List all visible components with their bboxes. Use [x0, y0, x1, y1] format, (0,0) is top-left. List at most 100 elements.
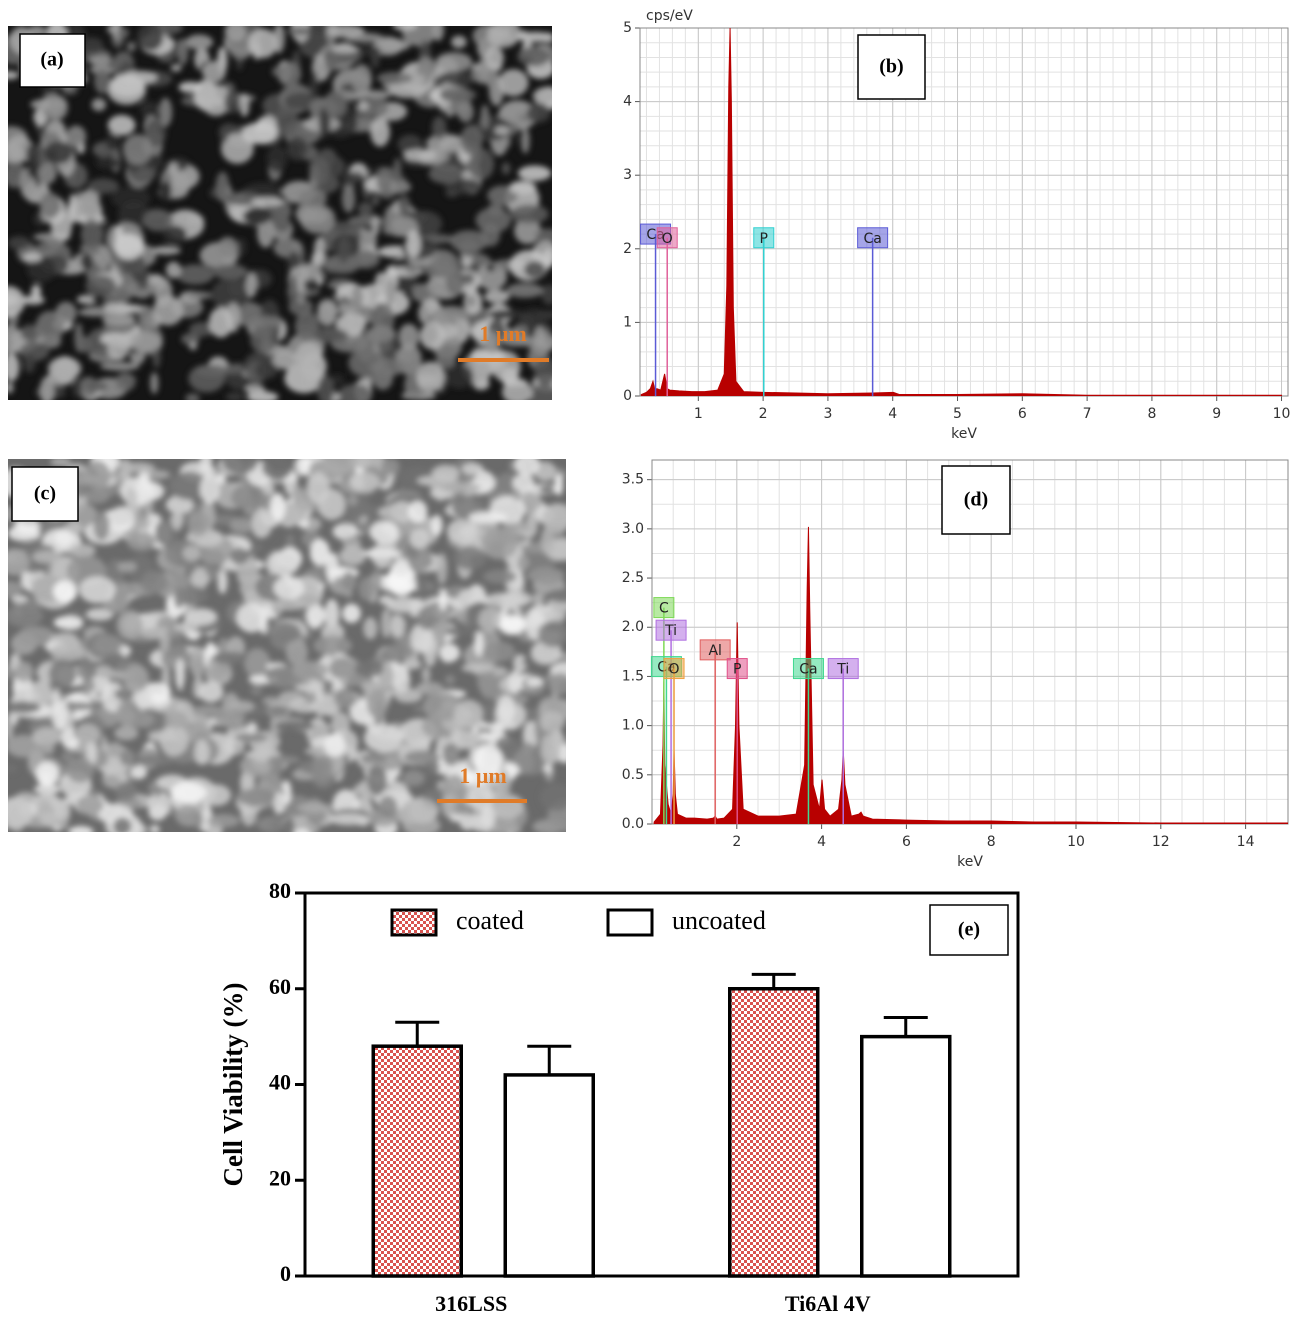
grain: [410, 623, 433, 654]
grain: [146, 513, 161, 524]
grain: [397, 487, 408, 503]
grain: [325, 26, 365, 38]
grain: [333, 687, 356, 710]
grain: [94, 68, 111, 94]
grain: [411, 283, 433, 303]
grain: [377, 38, 411, 52]
grain: [526, 102, 551, 123]
grain: [374, 272, 388, 293]
grain: [442, 743, 460, 766]
grain: [294, 324, 317, 333]
grain: [188, 364, 226, 393]
grain: [323, 255, 363, 273]
grain: [367, 764, 388, 796]
grain: [195, 801, 206, 813]
bar: [503, 1073, 595, 1278]
grain: [516, 31, 552, 43]
grain: [535, 574, 562, 585]
grain: [369, 520, 399, 544]
grain: [8, 701, 41, 714]
element-label-box: [726, 658, 748, 680]
grain: [436, 552, 448, 585]
grain: [441, 482, 481, 494]
grain: [478, 607, 501, 633]
label-box: [11, 466, 79, 522]
grain: [30, 679, 53, 706]
grain: [482, 641, 516, 663]
grain: [269, 492, 286, 522]
grain: [330, 374, 345, 386]
grain: [109, 74, 145, 97]
label-box: [19, 33, 86, 88]
grain: [230, 483, 266, 511]
grain: [139, 626, 176, 639]
grain: [8, 580, 23, 598]
grain: [393, 157, 402, 185]
panel-label: (e): [958, 919, 980, 941]
grain: [212, 263, 247, 280]
grain: [163, 225, 188, 245]
grain: [542, 503, 566, 534]
x-tick-label: 8: [1147, 406, 1156, 422]
grain: [432, 26, 444, 42]
grain: [142, 209, 174, 232]
y-tick-label: 1.5: [622, 668, 644, 684]
element-label-box: [857, 227, 889, 249]
grain: [397, 195, 411, 214]
element-label-box: [655, 619, 687, 641]
grain: [133, 686, 153, 711]
grain: [117, 27, 130, 39]
grain: [110, 506, 136, 526]
grain: [53, 580, 77, 603]
y-tick-label: 40: [269, 1070, 291, 1095]
grain: [39, 192, 61, 219]
grain: [114, 726, 139, 741]
grain: [119, 476, 157, 506]
grain: [238, 237, 247, 256]
label-box: [857, 34, 926, 100]
grain: [262, 459, 293, 480]
grain: [192, 705, 224, 716]
grain: [467, 148, 495, 180]
grain: [75, 795, 104, 815]
grain: [520, 742, 535, 755]
label-box: [941, 465, 1011, 535]
grain: [431, 306, 470, 322]
grain: [446, 518, 478, 545]
grain: [349, 471, 380, 494]
grain: [292, 484, 301, 506]
grain: [453, 699, 483, 729]
grain: [514, 459, 540, 476]
grain: [130, 764, 148, 780]
y-tick-label: 60: [269, 974, 291, 999]
element-label: Ca: [863, 231, 881, 247]
grain: [248, 28, 278, 59]
element-label-box: [653, 597, 675, 619]
grain: [208, 307, 233, 338]
grain: [498, 615, 525, 635]
grain: [306, 603, 325, 629]
grain: [8, 764, 18, 774]
grain: [285, 638, 308, 667]
grain: [114, 372, 136, 392]
grain: [193, 811, 204, 830]
grain: [358, 576, 375, 601]
x-tick-label: 1: [694, 406, 703, 422]
y-tick-label: 0.0: [622, 816, 644, 832]
grain: [341, 184, 356, 213]
grain: [422, 322, 438, 343]
grain: [543, 763, 553, 774]
grain: [401, 26, 437, 47]
element-label-box: [792, 658, 824, 680]
grain: [189, 322, 214, 337]
grain: [207, 814, 240, 828]
grain: [149, 824, 160, 832]
grain: [287, 27, 313, 36]
grain: [96, 247, 111, 270]
y-axis-label: Cell Viability (%): [218, 983, 248, 1187]
grain: [246, 722, 258, 734]
y-tick-label: 1.0: [622, 718, 644, 734]
grain: [529, 383, 552, 400]
x-tick-label: Ti6Al 4V: [785, 1291, 871, 1316]
